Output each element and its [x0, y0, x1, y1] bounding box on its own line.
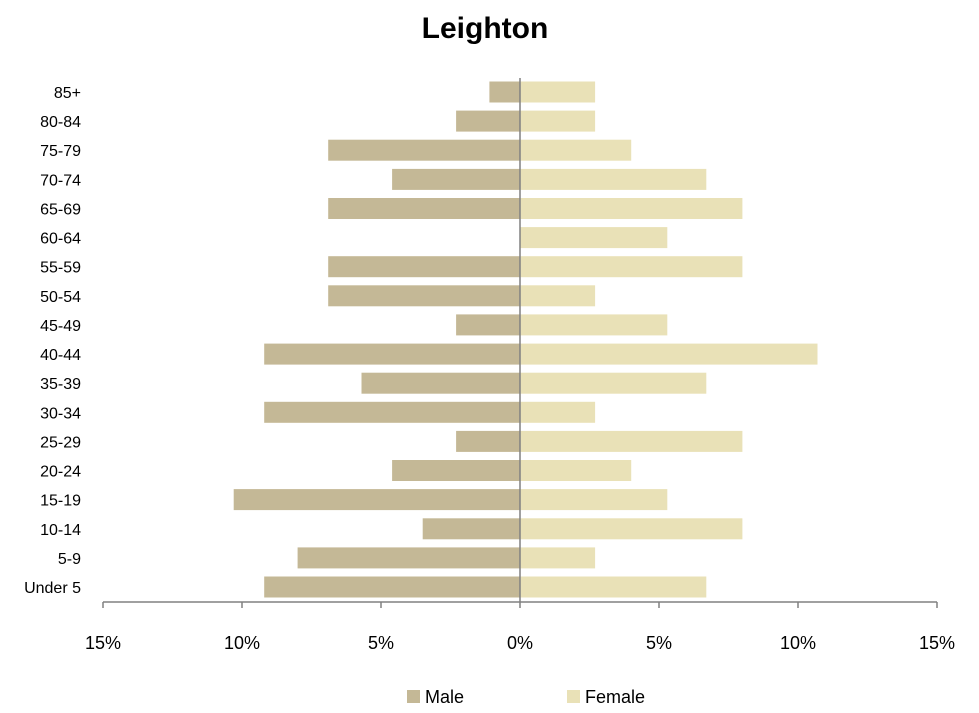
bar-male-80-84: [456, 110, 520, 132]
bar-female-60-64: [520, 227, 668, 249]
chart-title: Leighton: [422, 12, 549, 45]
category-label: 80-84: [40, 114, 81, 131]
bar-female-65-69: [520, 198, 743, 219]
x-tick-label: 5%: [646, 633, 672, 653]
x-tick-label: 10%: [224, 633, 260, 653]
bar-female-80-84: [520, 110, 596, 132]
legend: Male Female: [407, 687, 645, 707]
bar-male-70-74: [392, 168, 520, 190]
legend-label-female: Female: [585, 687, 645, 707]
bar-female-45-49: [520, 314, 668, 336]
bar-male-10-14: [422, 518, 520, 540]
legend-swatch-female: [567, 690, 580, 703]
legend-label-male: Male: [425, 687, 464, 707]
category-label: 65-69: [40, 202, 81, 219]
bar-female-5-9: [520, 547, 596, 569]
category-label: 15-19: [40, 493, 81, 510]
category-label: 55-59: [40, 260, 81, 277]
bar-male-5-9: [297, 547, 520, 569]
bar-male-40-44: [264, 343, 520, 365]
bar-male-30-34: [264, 401, 520, 423]
bar-female-30-34: [520, 401, 596, 423]
bar-male-85plus: [489, 81, 520, 103]
x-axis: 15% 10% 5% 0% 5% 10% 15%: [85, 78, 955, 653]
bar-female-under-5: [520, 576, 707, 598]
category-label: 5-9: [58, 551, 81, 568]
bar-male-45-49: [456, 314, 520, 336]
bar-female-35-39: [520, 372, 707, 394]
category-label: 50-54: [40, 289, 81, 306]
category-label: 45-49: [40, 318, 81, 335]
category-label: 20-24: [40, 464, 81, 481]
bar-male-35-39: [361, 372, 520, 394]
bars-layer: [233, 81, 818, 598]
bar-male-under-5: [264, 576, 520, 598]
category-labels: Under 5 5-9 10-14 15-19 20-24 25-29 30-34 35-39…: [24, 85, 81, 597]
category-label: 60-64: [40, 231, 81, 248]
bar-female-10-14: [520, 518, 743, 540]
bar-female-25-29: [520, 430, 743, 452]
category-label: 10-14: [40, 522, 81, 539]
category-label: 25-29: [40, 434, 81, 451]
bar-female-85plus: [520, 81, 596, 103]
bar-female-70-74: [520, 168, 707, 190]
category-label: 30-34: [40, 405, 81, 422]
category-label: Under 5: [24, 580, 81, 597]
category-label: 70-74: [40, 172, 81, 189]
bar-male-15-19: [233, 489, 520, 511]
category-label: 40-44: [40, 347, 81, 364]
x-tick-label: 15%: [85, 633, 121, 653]
category-label: 75-79: [40, 143, 81, 160]
bar-male-75-79: [328, 139, 520, 161]
bar-male-25-29: [456, 430, 520, 452]
bar-female-20-24: [520, 460, 632, 481]
x-tick-label: 5%: [368, 633, 394, 653]
x-tick-label: 15%: [919, 633, 955, 653]
bar-female-55-59: [520, 256, 743, 278]
x-tick-label: 0%: [507, 633, 533, 653]
legend-swatch-male: [407, 690, 420, 703]
bar-female-15-19: [520, 489, 668, 511]
bar-female-75-79: [520, 139, 632, 161]
bar-male-20-24: [392, 460, 520, 481]
x-tick-label: 10%: [780, 633, 816, 653]
bar-male-55-59: [328, 256, 520, 278]
bar-female-40-44: [520, 343, 818, 365]
category-label: 35-39: [40, 376, 81, 393]
bar-female-50-54: [520, 285, 596, 307]
category-label: 85+: [54, 85, 81, 102]
bar-male-50-54: [328, 285, 520, 307]
bar-male-65-69: [328, 198, 520, 219]
